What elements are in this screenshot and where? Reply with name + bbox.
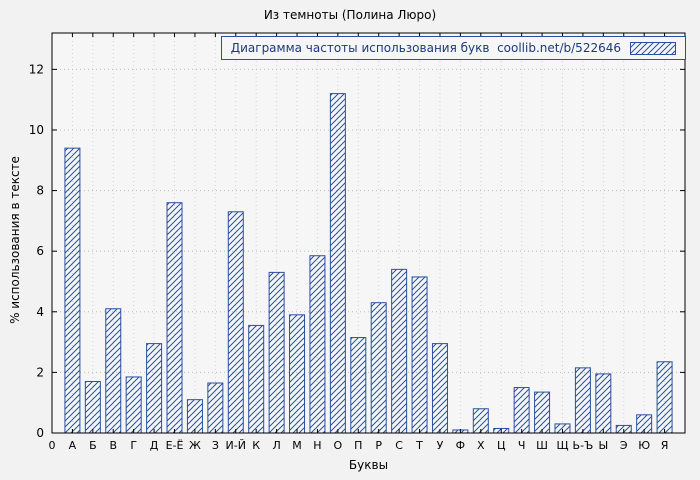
x-tick-label: Ы bbox=[598, 439, 608, 452]
x-tick-label: К bbox=[252, 439, 260, 452]
x-tick-label: Ь-Ъ bbox=[573, 439, 594, 452]
bar-Е-Ё bbox=[166, 202, 183, 434]
x-tick-label: Л bbox=[272, 439, 280, 452]
bar-О bbox=[329, 93, 346, 434]
bar-М bbox=[289, 314, 306, 434]
x-tick-label: Ф bbox=[456, 439, 465, 452]
x-tick-label: Г bbox=[130, 439, 137, 452]
x-tick-label: У bbox=[437, 439, 444, 452]
x-tick-label: В bbox=[109, 439, 117, 452]
x-tick-label: Ш bbox=[536, 439, 548, 452]
x-tick-label: Н bbox=[313, 439, 321, 452]
bar-В bbox=[105, 308, 122, 434]
bar-У bbox=[431, 343, 448, 434]
bar-Ы bbox=[595, 373, 612, 434]
bar-Ь-Ъ bbox=[574, 367, 591, 434]
bar-Ш bbox=[534, 391, 551, 434]
x-tick-label: Ж bbox=[189, 439, 201, 452]
chart-title: Из темноты (Полина Люро) bbox=[263, 8, 437, 22]
y-tick-label: 2 bbox=[36, 365, 44, 379]
bar-С bbox=[391, 268, 408, 434]
x-tick-label: Х bbox=[477, 439, 485, 452]
legend: Диаграмма частоты использования букв coo… bbox=[220, 36, 686, 60]
x-tick-label: Я bbox=[661, 439, 669, 452]
legend-swatch bbox=[630, 41, 676, 55]
y-tick-label: 12 bbox=[29, 62, 44, 76]
bar-И-Й bbox=[227, 211, 244, 434]
y-tick-label: 10 bbox=[29, 123, 44, 137]
x-tick-label: А bbox=[69, 439, 77, 452]
x-tick-label: З bbox=[212, 439, 219, 452]
x-tick-label: Б bbox=[89, 439, 97, 452]
x-tick-label: 0 bbox=[49, 439, 56, 452]
x-tick-label: С bbox=[395, 439, 403, 452]
bar-А bbox=[64, 147, 81, 434]
bar-Р bbox=[370, 302, 387, 434]
x-tick-label: Ю bbox=[638, 439, 650, 452]
x-axis-label: Буквы bbox=[348, 458, 389, 472]
x-tick-label: Р bbox=[375, 439, 382, 452]
bar-Б bbox=[84, 380, 101, 434]
x-tick-label: Д bbox=[150, 439, 159, 452]
bar-Ж bbox=[186, 399, 203, 434]
bar-Г bbox=[125, 376, 142, 434]
y-tick-label: 4 bbox=[36, 305, 44, 319]
x-tick-label: Э bbox=[620, 439, 628, 452]
bar-К bbox=[248, 324, 265, 434]
bar-Ч bbox=[513, 387, 530, 434]
bar-Л bbox=[268, 271, 285, 434]
y-tick-label: 8 bbox=[36, 184, 44, 198]
bar-П bbox=[350, 337, 367, 434]
y-tick-label: 6 bbox=[36, 244, 44, 258]
x-tick-label: М bbox=[292, 439, 302, 452]
x-tick-label: О bbox=[334, 439, 343, 452]
x-tick-label: Ц bbox=[497, 439, 506, 452]
x-tick-label: Щ bbox=[556, 439, 568, 452]
bar-Н bbox=[309, 255, 326, 434]
plot-frame bbox=[51, 32, 686, 434]
legend-label: Диаграмма частоты использования букв coo… bbox=[230, 41, 621, 55]
x-tick-label: И-Й bbox=[226, 439, 246, 452]
x-tick-label: П bbox=[354, 439, 362, 452]
x-tick-label: Ч bbox=[518, 439, 526, 452]
bar-Д bbox=[146, 343, 163, 434]
bar-Т bbox=[411, 276, 428, 434]
x-tick-label: Е-Ё bbox=[166, 439, 184, 452]
y-tick-label: 0 bbox=[36, 426, 44, 440]
bar-Я bbox=[656, 361, 673, 434]
bar-З bbox=[207, 382, 224, 434]
x-tick-label: Т bbox=[415, 439, 423, 452]
